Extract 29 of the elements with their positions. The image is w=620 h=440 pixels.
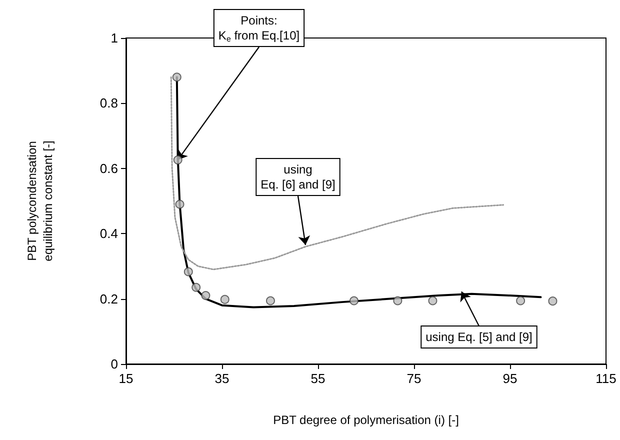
x-tick-label: 15	[118, 371, 134, 386]
x-tick-label: 95	[502, 371, 518, 386]
point	[393, 296, 402, 306]
y-tick-label: 0.4	[100, 226, 118, 242]
y-tick-label: 0.2	[100, 291, 118, 306]
y-tick-label: 0.8	[100, 96, 118, 111]
annotation: using Eq. [5] and [9]	[426, 330, 532, 344]
point	[428, 296, 438, 306]
y-tick-label: 0.6	[100, 160, 118, 176]
y-tick-label: 1	[110, 30, 118, 46]
point	[516, 296, 526, 306]
point	[548, 296, 558, 306]
point	[201, 291, 210, 300]
y-tick-label: 0	[110, 356, 118, 372]
point	[220, 294, 230, 304]
point	[350, 296, 358, 306]
x-tick-label: 75	[406, 371, 422, 386]
y-axis-title: PBT polycondensation equilibrium constant [-]	[25, 140, 55, 262]
point	[175, 200, 184, 209]
point	[173, 155, 182, 164]
point	[192, 282, 201, 292]
annotation: using Eq. [6] and [9]	[260, 162, 336, 192]
point	[172, 72, 182, 82]
x-tick-label: 115	[596, 371, 616, 386]
point	[184, 267, 193, 276]
x-tick-label: 55	[310, 371, 326, 386]
point	[266, 296, 275, 306]
x-axis-title: PBT degree of polymerisation (i) [-]	[273, 413, 459, 427]
x-tick-label: 35	[214, 371, 230, 386]
